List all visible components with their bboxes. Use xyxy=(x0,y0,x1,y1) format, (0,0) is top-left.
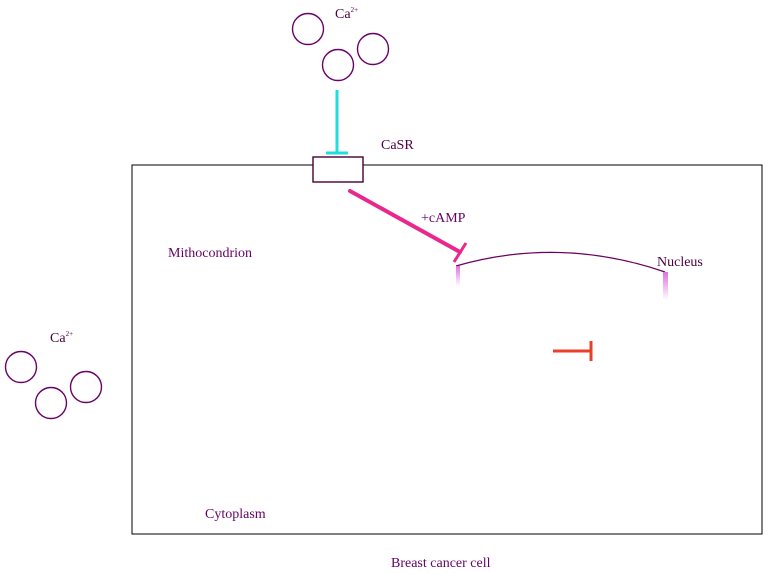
cell-membrane xyxy=(131,164,763,535)
ca-label-left: Ca2+ xyxy=(50,330,73,346)
ca-ions-left xyxy=(4,350,103,420)
ca-ion-circle xyxy=(4,350,38,384)
camp-label: +cAMP xyxy=(421,211,466,226)
cytoplasm-label: Cytoplasm xyxy=(205,507,266,522)
mitochondrion-label: Mithocondrion xyxy=(168,246,252,261)
red-inhibition-symbol xyxy=(553,341,593,361)
ca-to-casr-inhibition xyxy=(326,90,348,155)
cell-label: Breast cancer cell xyxy=(391,556,491,571)
casr-camp-inhibition xyxy=(348,189,468,263)
ca-ion-circle xyxy=(321,48,355,82)
casr-receptor xyxy=(312,156,364,183)
casr-label: CaSR xyxy=(381,138,414,153)
ca-ion-circle xyxy=(69,370,103,404)
ca-ion-circle xyxy=(291,12,325,46)
ca-ions-top xyxy=(291,12,390,82)
ca-ion-circle xyxy=(34,386,68,420)
ca-label-top: Ca2+ xyxy=(335,6,358,22)
nucleus-label: Nucleus xyxy=(657,255,703,270)
nucleus-envelope xyxy=(455,251,668,300)
ca-ion-circle xyxy=(356,32,390,66)
